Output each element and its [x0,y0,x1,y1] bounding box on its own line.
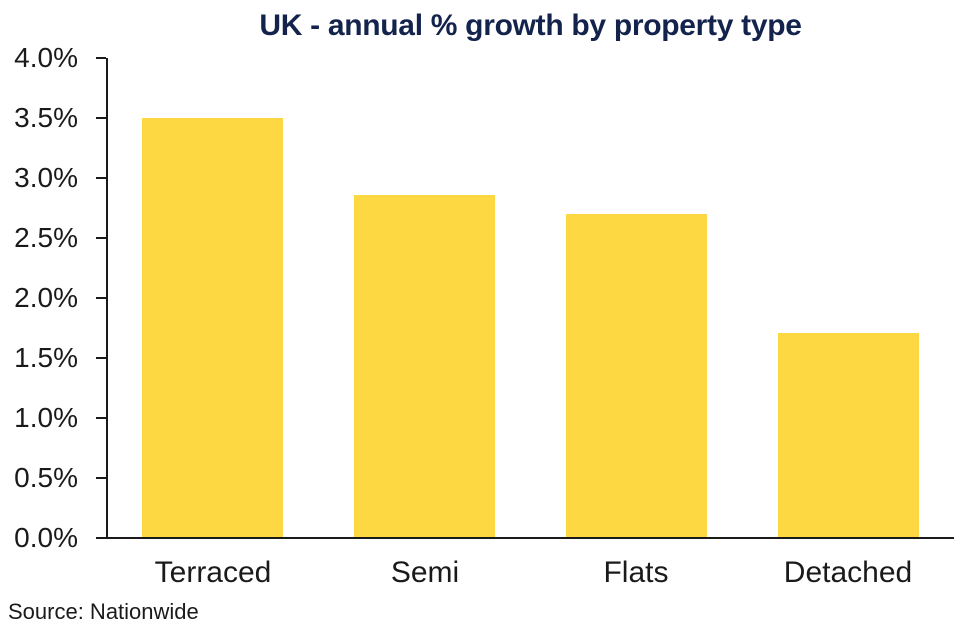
y-axis-line [106,58,108,539]
source-note: Source: Nationwide [8,599,199,624]
y-axis-tick [96,417,106,419]
x-axis-line [106,537,954,539]
bar-terraced [142,118,283,537]
y-axis-tick-label: 4.0% [14,42,78,73]
bar-detached [778,333,919,537]
y-axis-tick [96,357,106,359]
bar-flats [566,214,707,537]
y-axis-tick [96,537,106,539]
y-axis-tick-label: 1.0% [14,402,78,433]
y-axis-tick-label: 2.0% [14,282,78,313]
x-axis-label-terraced: Terraced [154,556,272,589]
chart-title: UK - annual % growth by property type [259,9,802,42]
x-axis-label-flats: Flats [603,556,669,589]
y-axis-tick [96,177,106,179]
y-axis-tick [96,57,106,59]
y-axis-tick-label: 0.5% [14,462,78,493]
y-axis-tick [96,477,106,479]
y-axis-tick-label: 3.0% [14,162,78,193]
x-axis-label-detached: Detached [783,556,913,589]
y-axis-tick-label: 2.5% [14,222,78,253]
bar-semi [354,195,495,537]
y-axis-tick-label: 3.5% [14,102,78,133]
y-axis-tick [96,297,106,299]
y-axis-tick [96,117,106,119]
x-axis-label-semi: Semi [390,556,460,589]
y-axis-tick-label: 0.0% [14,522,78,553]
y-axis-tick [96,237,106,239]
y-axis-tick-label: 1.5% [14,342,78,373]
